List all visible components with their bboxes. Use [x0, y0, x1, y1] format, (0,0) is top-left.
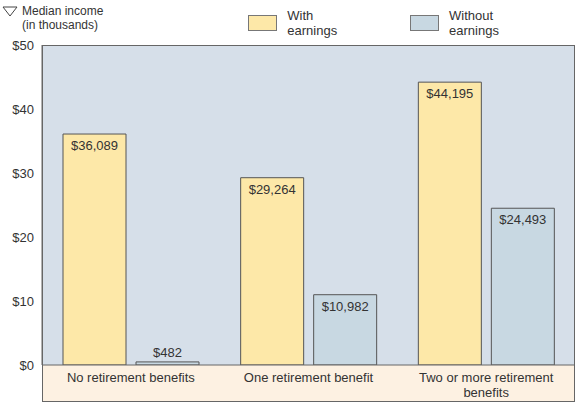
html-text:Without earnings: Without earnings	[449, 8, 499, 38]
svg-text:$30: $30	[12, 166, 34, 181]
html-text:(in thousands): (in thousands)	[22, 18, 98, 32]
svg-text:$20: $20	[12, 230, 34, 245]
svg-text:$36,089: $36,089	[71, 138, 118, 153]
svg-text:$10: $10	[12, 294, 34, 309]
svg-text:Two or more retirementbenefits: Two or more retirementbenefits	[419, 370, 554, 400]
svg-text:$10,982: $10,982	[322, 299, 369, 314]
html-text:With earnings: With earnings	[287, 8, 338, 38]
svg-text:One retirement benefit: One retirement benefit	[244, 370, 374, 385]
svg-text:$50: $50	[12, 38, 34, 53]
svg-text:$24,493: $24,493	[499, 212, 546, 227]
svg-text:$0: $0	[20, 358, 34, 373]
svg-text:$44,195: $44,195	[426, 86, 473, 101]
svg-text:$40: $40	[12, 102, 34, 117]
svg-text:$482: $482	[153, 345, 182, 360]
html-text:Median income: Median income	[22, 4, 104, 18]
svg-text:$29,264: $29,264	[249, 182, 296, 197]
svg-text:No retirement benefits: No retirement benefits	[67, 370, 195, 385]
